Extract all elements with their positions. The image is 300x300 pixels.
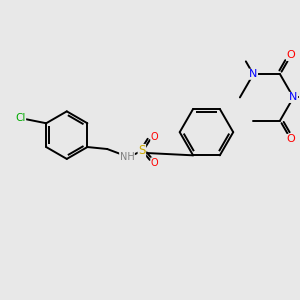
Text: NH: NH [120,152,134,162]
Text: S: S [138,145,146,158]
Text: O: O [286,50,295,60]
Text: O: O [151,158,159,168]
Text: O: O [286,134,295,145]
Text: N: N [289,92,298,102]
Text: N: N [249,69,257,79]
Text: Cl: Cl [15,113,26,123]
Text: O: O [151,132,159,142]
